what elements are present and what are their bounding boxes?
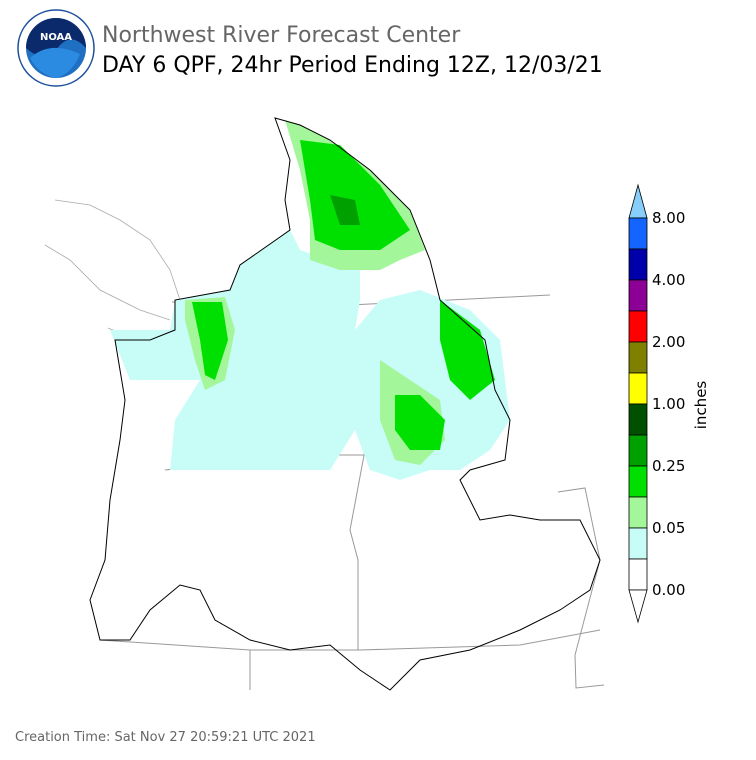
- colorbar: [628, 183, 648, 624]
- creation-time: Creation Time: Sat Nov 27 20:59:21 UTC 2…: [15, 730, 316, 745]
- legend-label: 1.00: [652, 395, 685, 413]
- legend-label: 4.00: [652, 271, 685, 289]
- legend-labels: 8.00 4.00 2.00 1.00 0.25 0.05 0.00: [652, 209, 685, 599]
- legend-label: 0.05: [652, 519, 685, 537]
- legend-unit: inches: [692, 381, 710, 430]
- subtitle: DAY 6 QPF, 24hr Period Ending 12Z, 12/03…: [102, 53, 603, 78]
- noaa-logo: NOAA: [17, 9, 95, 87]
- legend-label: 0.25: [652, 457, 685, 475]
- legend-label: 8.00: [652, 209, 685, 227]
- basin-outline: [89, 117, 601, 691]
- title: Northwest River Forecast Center: [102, 23, 461, 48]
- logo-label: NOAA: [40, 32, 72, 43]
- precip-areas: [110, 120, 510, 480]
- legend-label: 2.00: [652, 333, 685, 351]
- legend-label: 0.00: [652, 581, 685, 599]
